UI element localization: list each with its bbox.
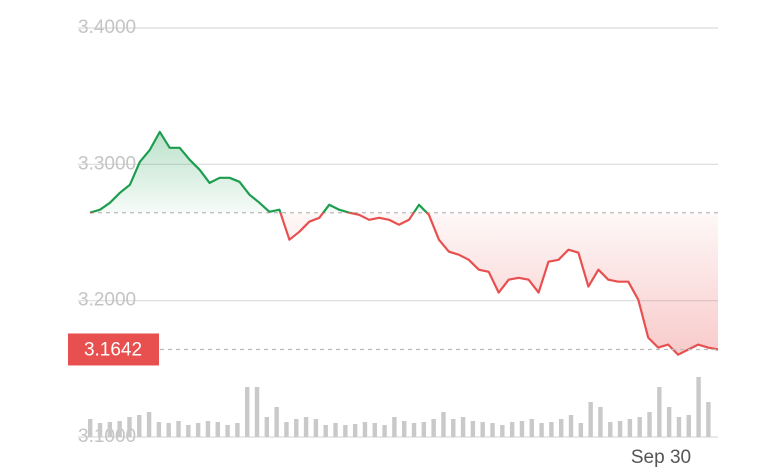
volume-bar [490,423,495,437]
volume-bar [294,419,299,437]
volume-bar [107,422,113,437]
volume-bar [617,421,623,437]
volume-bar [254,387,260,437]
volume-bar [598,407,603,437]
volume-bar [146,412,152,437]
volume-bar [264,417,270,437]
volume-bar [559,419,564,437]
volume-bar [509,422,515,437]
y-tick-label: 3.4000 [78,17,136,38]
volume-bar [431,419,436,437]
volume-bar [166,423,171,437]
volume-bar [539,423,544,437]
volume-bar [421,422,427,437]
volume-bar [706,402,711,437]
volume-bar [362,422,368,437]
volume-bar [235,423,240,437]
y-tick-label: 3.2000 [78,290,136,311]
volume-bar [627,419,633,437]
volume-bar [460,417,466,437]
volume-bar [470,421,476,437]
price-area [90,131,718,355]
volume-bar [195,423,201,437]
volume-bar [411,423,417,437]
volume-bar [382,425,387,437]
volume-bar [696,377,701,437]
volume-bar [88,419,93,437]
x-label: Sep 30 [631,447,691,468]
volume-bar [127,417,132,437]
volume-bar [333,423,338,437]
volume-bar [245,387,250,437]
volume-bar [225,425,230,437]
volume-bar [205,421,211,437]
volume-bar [372,423,377,437]
volume-bar [568,415,574,437]
volume-bar [529,419,534,437]
current-value-box [68,333,159,366]
y-tick-label: 3.3000 [78,153,136,174]
volume-bar [313,419,319,437]
volume-bar [519,421,525,437]
volume-bar [402,421,407,437]
volume-bar [480,422,485,437]
volume-bar [686,415,691,437]
volume-bar [392,417,397,437]
volume-bar [451,419,456,437]
volume-bar [352,424,358,437]
volume-bar [284,422,289,437]
volume-bar [176,421,181,437]
volume-bar [637,417,642,437]
volume-bar [215,422,220,437]
volume-bar [323,425,328,437]
volume-bar [666,407,672,437]
volume-bar [647,412,652,437]
volume-bar [137,415,142,437]
volume-bar [549,422,554,437]
volume-bar [343,425,348,437]
current-value-label: 3.1642 [84,339,142,360]
volume-bar [303,417,309,437]
volume-bar [578,423,584,437]
volume-bar [657,387,662,437]
volume-bar [274,407,279,437]
volume-bar [97,423,103,437]
volume-bar [441,412,446,437]
volume-bar [500,425,505,437]
price-line [89,130,719,356]
volume-bar [676,417,682,437]
volume-bar [156,422,162,437]
volume-bar [588,402,593,437]
volume-bar [608,422,613,437]
volume-bar [117,421,122,437]
volume-bar [186,425,191,437]
